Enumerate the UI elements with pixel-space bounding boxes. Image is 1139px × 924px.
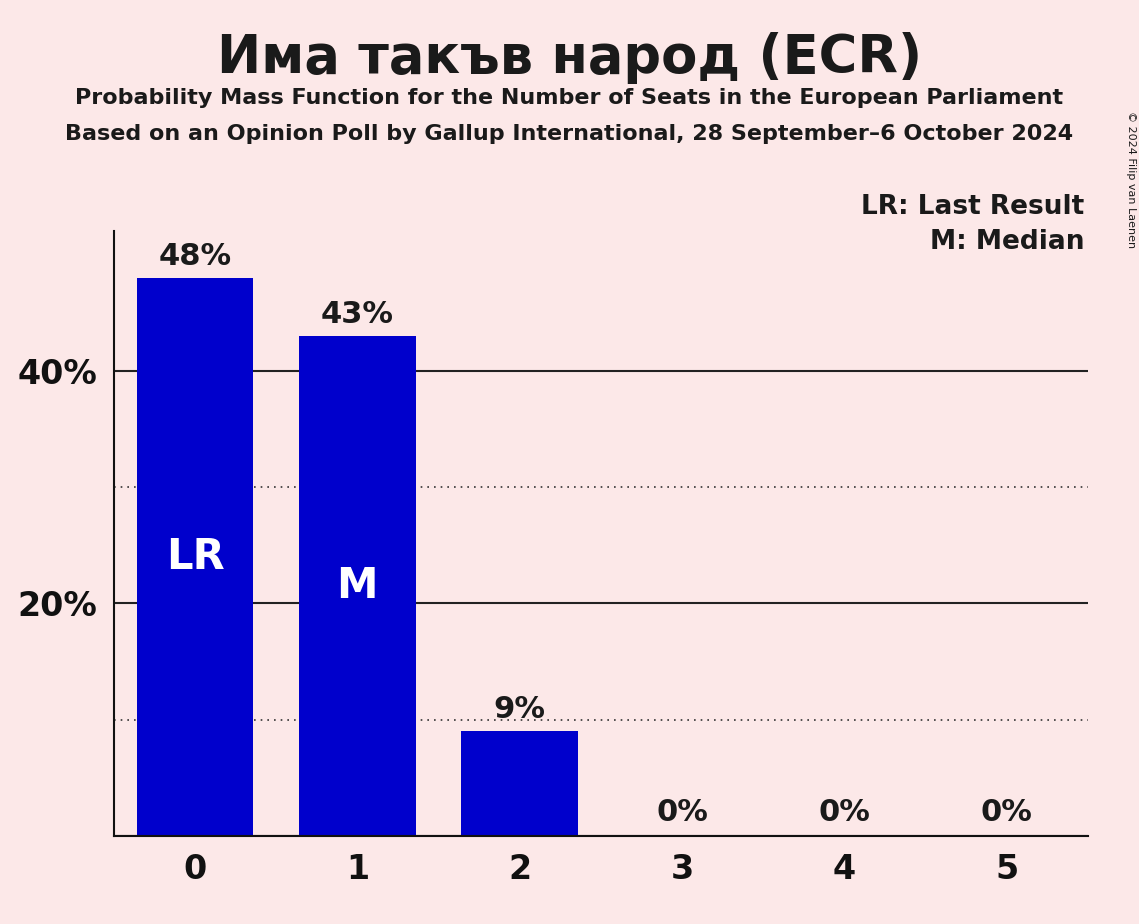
Text: 0%: 0% xyxy=(656,798,708,827)
Text: 48%: 48% xyxy=(158,241,231,271)
Text: LR: LR xyxy=(165,536,224,578)
Text: M: Median: M: Median xyxy=(929,229,1084,255)
Bar xyxy=(137,277,254,836)
Text: © 2024 Filip van Laenen: © 2024 Filip van Laenen xyxy=(1126,111,1136,248)
Text: Има такъв народ (ECR): Има такъв народ (ECR) xyxy=(216,32,923,84)
Text: Based on an Opinion Poll by Gallup International, 28 September–6 October 2024: Based on an Opinion Poll by Gallup Inter… xyxy=(65,124,1074,144)
Bar xyxy=(298,335,416,836)
Text: 0%: 0% xyxy=(818,798,870,827)
Text: 0%: 0% xyxy=(981,798,1033,827)
Text: M: M xyxy=(337,565,378,607)
Text: 43%: 43% xyxy=(321,299,394,329)
Bar xyxy=(461,732,579,836)
Text: Probability Mass Function for the Number of Seats in the European Parliament: Probability Mass Function for the Number… xyxy=(75,88,1064,108)
Text: LR: Last Result: LR: Last Result xyxy=(861,194,1084,220)
Text: 9%: 9% xyxy=(493,696,546,724)
